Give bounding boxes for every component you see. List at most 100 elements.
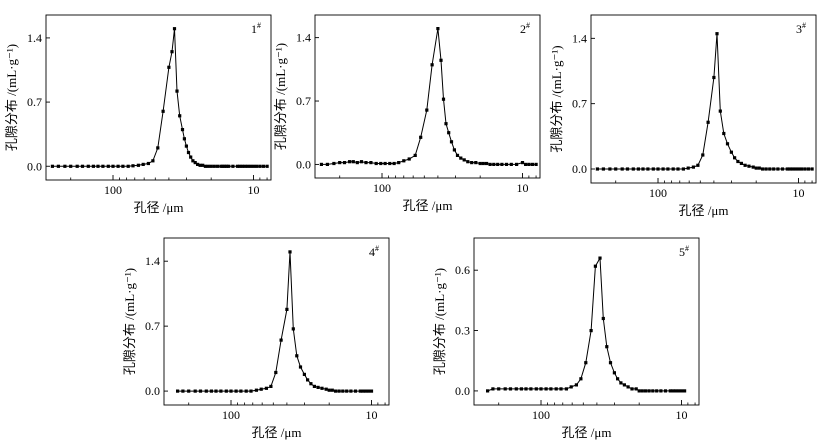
data-point <box>359 160 364 164</box>
data-point <box>302 372 306 376</box>
data-point <box>636 167 640 171</box>
data-point <box>332 161 336 166</box>
data-point <box>444 122 448 126</box>
data-point <box>701 153 705 157</box>
data-point <box>264 386 268 390</box>
chart-panel-4: 0.0 0.7 1.4 100 10 4# 孔径 /μm 孔隙分布 /(mL·g⁻¹) <box>122 237 390 440</box>
data-point <box>379 161 383 166</box>
data-point <box>121 164 125 168</box>
data-point <box>478 161 482 166</box>
data-point <box>497 387 501 391</box>
data-point <box>136 163 140 167</box>
data-point <box>75 164 79 168</box>
plot-frame <box>473 237 700 406</box>
x-tick-label: 10 <box>792 186 804 200</box>
data-point <box>549 387 553 391</box>
data-point <box>768 167 772 171</box>
data-point <box>595 167 599 171</box>
data-point <box>312 384 316 388</box>
data-point <box>747 164 751 168</box>
data-point <box>206 164 210 168</box>
data-point <box>663 389 668 393</box>
data-point <box>584 361 588 365</box>
data-point <box>201 163 205 167</box>
x-tick-label: 100 <box>532 408 550 422</box>
data-point <box>681 167 685 171</box>
data-point <box>227 164 231 168</box>
data-point <box>788 167 792 171</box>
data-point <box>661 167 665 171</box>
y-tick-label: 0.0 <box>455 384 470 398</box>
data-point <box>167 65 171 69</box>
data-point <box>569 385 573 389</box>
data-point <box>366 389 371 393</box>
data-point <box>791 167 795 171</box>
data-point <box>776 167 780 171</box>
data-point <box>739 161 743 165</box>
data-point <box>259 387 263 391</box>
data-point <box>172 27 177 31</box>
data-point <box>524 162 528 166</box>
data-point <box>574 383 578 387</box>
y-tick-label: 1.4 <box>27 31 42 45</box>
data-point <box>288 250 292 254</box>
data-point <box>459 156 463 160</box>
data-point <box>696 163 700 167</box>
data-point <box>676 389 681 393</box>
data-point <box>641 167 645 171</box>
data-point <box>481 161 485 166</box>
data-point <box>209 389 213 393</box>
data-point <box>309 382 313 386</box>
x-tick-label: 100 <box>373 181 391 195</box>
data-point <box>56 164 60 168</box>
data-point <box>191 159 195 163</box>
data-point <box>441 97 446 101</box>
data-point <box>718 109 722 113</box>
chart-panel-3: 0.0 0.7 1.4 100 10 3# 孔径 /μm 孔隙分布 /(mL·g⁻¹) <box>549 14 817 218</box>
data-point <box>178 114 182 118</box>
data-point <box>50 164 54 168</box>
data-point <box>203 164 207 168</box>
data-point <box>243 164 247 168</box>
data-point <box>337 389 341 393</box>
data-point <box>504 162 509 166</box>
data-point <box>529 387 533 391</box>
data-point <box>349 389 353 393</box>
data-point <box>345 389 349 393</box>
data-point <box>754 166 758 170</box>
data-point <box>189 155 193 159</box>
data-point <box>193 161 197 165</box>
x-axis-label: 孔径 /μm <box>562 425 612 440</box>
data-point <box>644 389 648 393</box>
data-point <box>111 164 115 168</box>
plot-frame <box>314 14 541 179</box>
data-point <box>620 167 624 171</box>
data-point <box>193 389 197 393</box>
data-point <box>184 144 188 148</box>
data-point <box>601 167 605 171</box>
data-point <box>462 158 466 162</box>
data-point <box>364 161 368 165</box>
data-point <box>353 389 358 393</box>
data-point <box>327 388 331 392</box>
y-tick-label: 0.7 <box>145 319 160 333</box>
data-point <box>554 387 558 391</box>
data-point <box>668 389 672 393</box>
data-point <box>757 166 761 170</box>
data-point <box>425 108 429 112</box>
data-point <box>151 159 155 163</box>
data-point <box>265 164 269 168</box>
data-point <box>383 161 387 166</box>
panel-label: 1# <box>251 21 261 36</box>
data-point <box>369 161 373 165</box>
data-point <box>91 164 95 168</box>
data-point <box>500 162 504 166</box>
data-point <box>608 361 613 365</box>
y-tick-label: 1.4 <box>296 31 311 45</box>
data-point <box>608 167 612 171</box>
data-point <box>240 164 244 168</box>
data-point <box>509 162 513 166</box>
data-point <box>186 150 191 155</box>
data-point <box>219 164 223 168</box>
